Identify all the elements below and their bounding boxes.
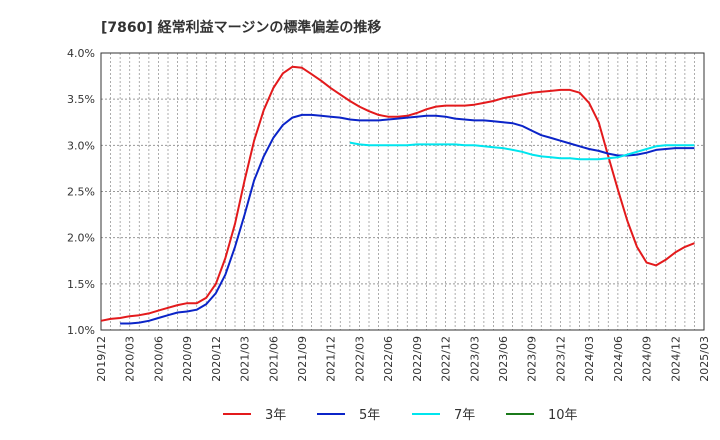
x-tick-label: 2022/03 [353,336,366,382]
legend-label: 5年 [359,408,380,423]
plot-frame [100,52,705,331]
legend-label: 10年 [548,408,578,423]
plot-border [100,52,705,331]
x-tick-label: 2022/09 [411,336,424,382]
y-tick-label: 1.5% [67,278,95,291]
grid [100,52,705,331]
y-tick-label: 3.5% [67,93,95,106]
series-line-1 [100,65,695,322]
y-tick-label: 4.0% [67,47,95,60]
x-tick-label: 2024/12 [669,336,682,382]
x-tick-label: 2024/03 [583,336,596,382]
y-tick-label: 1.0% [67,324,95,337]
legend-label: 7年 [454,408,475,423]
legend-label: 3年 [265,408,286,423]
series-line-3 [349,141,695,161]
series-line-2 [120,113,695,325]
y-tick-label: 2.0% [67,232,95,245]
x-tick-label: 2024/09 [641,336,654,382]
series-group [100,65,695,325]
x-axis: 2019/12 2020/03 2020/06 2020/09 2020/12 2021/… [95,336,711,382]
x-tick-label: 2023/12 [554,336,567,382]
chart-title: [7860] 経常利益マージンの標準偏差の推移 [101,19,381,36]
legend: 3年 5年 7年 10年 [223,408,578,423]
y-tick-label: 3.0% [67,139,95,152]
x-tick-label: 2022/12 [440,336,453,382]
x-tick-label: 2025/03 [698,336,711,382]
x-tick-label: 2020/12 [210,336,223,382]
x-tick-label: 2021/09 [296,336,309,382]
x-tick-label: 2020/06 [152,336,165,382]
x-tick-label: 2022/06 [382,336,395,382]
x-tick-label: 2021/12 [325,336,338,382]
y-tick-label: 2.5% [67,186,95,199]
x-tick-label: 2023/09 [526,336,539,382]
x-tick-label: 2020/09 [181,336,194,382]
x-tick-label: 2024/06 [612,336,625,382]
x-tick-label: 2020/03 [124,336,137,382]
y-axis: 1.0% 1.5% 2.0% 2.5% 3.0% 3.5% 4.0% [67,47,95,337]
x-tick-label: 2023/03 [468,336,481,382]
x-tick-label: 2021/06 [267,336,280,382]
x-tick-label: 2019/12 [95,336,108,382]
x-tick-label: 2023/06 [497,336,510,382]
x-tick-label: 2021/03 [239,336,252,382]
